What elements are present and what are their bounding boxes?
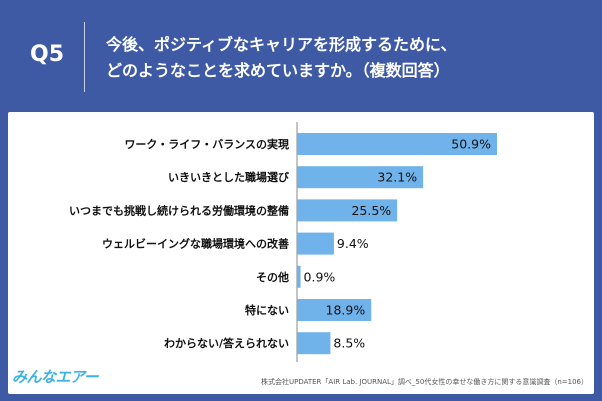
category-label-5: 特にない <box>245 303 289 317</box>
bar-6 <box>297 332 331 355</box>
question-line-2: どのようなことを求めていますか。（複数回答） <box>106 61 450 80</box>
category-label-3: ウェルビーイングな職場環境への改善 <box>102 237 289 251</box>
value-label-0: 50.9% <box>451 137 491 152</box>
category-label-0: ワーク・ライフ・バランスの実現 <box>124 137 289 151</box>
category-label-2: いつまでも挑戦し続けられる労働環境の整備 <box>69 203 289 217</box>
value-label-3: 9.4% <box>337 236 369 251</box>
category-label-4: その他 <box>256 270 289 284</box>
bar-1 <box>297 166 424 189</box>
question-header: Q5 今後、ポジティブなキャリアを形成するために、 どのようなことを求めています… <box>0 0 602 112</box>
question-line-1: 今後、ポジティブなキャリアを形成するために、 <box>106 35 457 54</box>
question-text: 今後、ポジティブなキャリアを形成するために、 どのようなことを求めていますか。（… <box>106 32 586 84</box>
question-number: Q5 <box>30 42 65 67</box>
brand-logo: みんなエアー <box>12 368 99 386</box>
value-label-6: 8.5% <box>333 336 365 351</box>
value-label-2: 25.5% <box>351 203 391 218</box>
bar-5 <box>297 299 372 321</box>
value-label-1: 32.1% <box>377 170 417 185</box>
category-label-1: いきいきとした職場選び <box>168 170 290 184</box>
source-note: 株式会社UPDATER「AIR Lab. JOURNAL」調べ_50代女性の幸せ… <box>261 378 588 386</box>
bar-2 <box>297 199 398 222</box>
value-label-5: 18.9% <box>326 303 366 318</box>
value-label-4: 0.9% <box>304 269 336 284</box>
bar-0 <box>297 133 497 155</box>
bar-3 <box>297 232 334 255</box>
bar-4 <box>297 265 301 288</box>
header-divider <box>84 22 85 92</box>
category-label-6: わからない/答えられない <box>164 336 289 350</box>
